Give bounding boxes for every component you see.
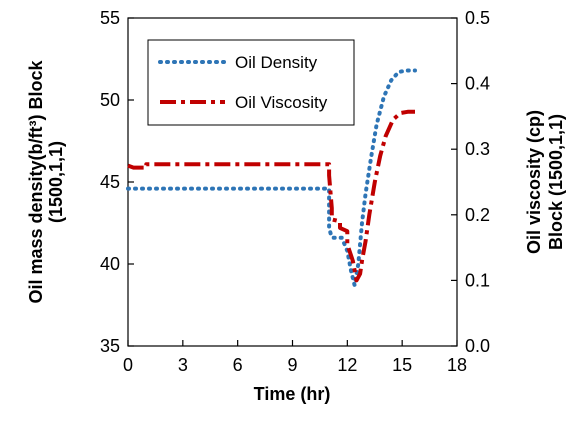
- x-tick-label: 18: [447, 355, 467, 375]
- legend-box: [147, 39, 355, 126]
- x-tick-label: 6: [233, 355, 243, 375]
- x-axis-title: Time (hr): [254, 384, 331, 404]
- series-line-oil-density: [126, 68, 417, 288]
- left-y-axis: 35 40 45 50 55: [100, 8, 134, 356]
- right-y-tick-label: 0.4: [465, 74, 490, 94]
- legend-label-oil-viscosity: Oil Viscosity: [235, 93, 328, 112]
- x-tick-label: 0: [123, 355, 133, 375]
- x-axis: 0 3 6 9 12 15 18: [123, 340, 467, 375]
- left-y-tick-label: 40: [100, 254, 120, 274]
- right-y-tick-label: 0.2: [465, 205, 490, 225]
- series-layer: [126, 68, 417, 288]
- right-y-axis-title: Oil viscosity (cp) Block (1500,1,1): [524, 110, 566, 254]
- right-y-title-line1: Oil viscosity (cp): [524, 110, 544, 254]
- x-tick-label: 15: [392, 355, 412, 375]
- legend-label-oil-density: Oil Density: [235, 53, 318, 72]
- x-tick-label: 12: [337, 355, 357, 375]
- x-tick-label: 9: [287, 355, 297, 375]
- legend: Oil Density Oil Viscosity: [147, 39, 355, 126]
- right-y-title-line2: Block (1500,1,1): [546, 114, 566, 250]
- left-y-axis-title: Oil mass density(b/ft³) Block (1500,1,1): [26, 59, 66, 303]
- left-y-tick-label: 45: [100, 172, 120, 192]
- right-y-axis: 0.0 0.1 0.2 0.3 0.4 0.5: [451, 8, 490, 356]
- right-y-tick-label: 0.1: [465, 270, 490, 290]
- right-y-tick-label: 0.3: [465, 139, 490, 159]
- right-y-tick-label: 0.0: [465, 336, 490, 356]
- x-tick-label: 3: [178, 355, 188, 375]
- right-y-tick-label: 0.5: [465, 8, 490, 28]
- left-y-title-line1: Oil mass density(b/ft³) Block: [26, 59, 46, 303]
- left-y-tick-label: 35: [100, 336, 120, 356]
- left-y-title-line2: (1500,1,1): [46, 141, 66, 223]
- series-line-oil-viscosity: [127, 109, 415, 283]
- left-y-tick-label: 50: [100, 90, 120, 110]
- left-y-tick-label: 55: [100, 8, 120, 28]
